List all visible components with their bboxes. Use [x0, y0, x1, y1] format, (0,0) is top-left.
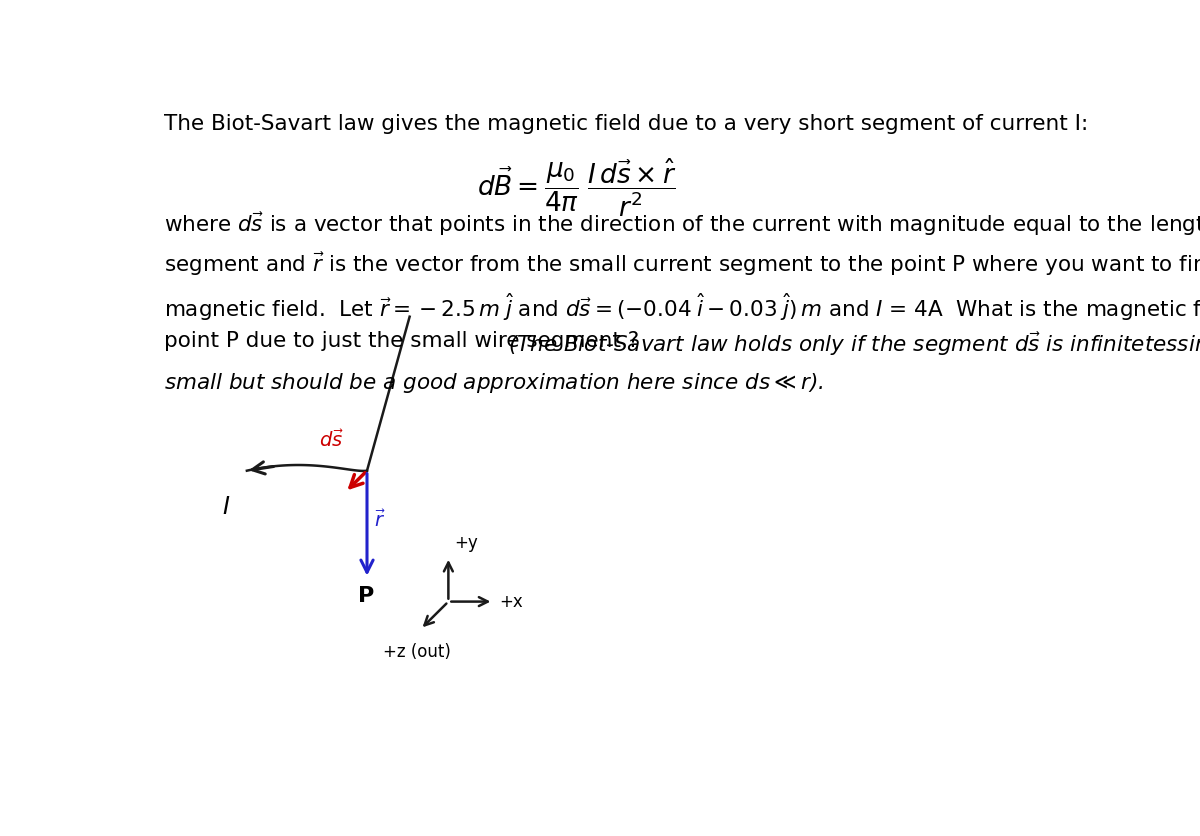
Text: segment and $\vec{r}$ is the vector from the small current segment to the point : segment and $\vec{r}$ is the vector from… — [164, 252, 1200, 278]
Text: $\vec{r}$: $\vec{r}$ — [374, 510, 385, 532]
Text: The Biot-Savart law gives the magnetic field due to a very short segment of curr: The Biot-Savart law gives the magnetic f… — [164, 115, 1088, 135]
Text: small but should be a good approximation here since $ds \ll r$).: small but should be a good approximation… — [164, 371, 823, 395]
Text: $d\vec{s}$: $d\vec{s}$ — [319, 430, 343, 451]
Text: $\mathbf{P}$: $\mathbf{P}$ — [356, 586, 374, 606]
Text: (The Biot-Savart law holds only if the segment $d\vec{s}$ is infinitetessimally: (The Biot-Savart law holds only if the s… — [508, 331, 1200, 359]
Text: +y: +y — [454, 533, 478, 552]
Text: $d\vec{B} = \dfrac{\mu_0}{4\pi}\;\dfrac{I\,d\vec{s}\times\hat{r}}{r^2}$: $d\vec{B} = \dfrac{\mu_0}{4\pi}\;\dfrac{… — [476, 157, 676, 219]
Text: +x: +x — [499, 593, 523, 610]
Text: point P due to just the small wire segment ?: point P due to just the small wire segme… — [164, 331, 653, 351]
Text: where $d\vec{s}$ is a vector that points in the direction of the current with ma: where $d\vec{s}$ is a vector that points… — [164, 212, 1200, 238]
Text: +z (out): +z (out) — [383, 643, 450, 661]
Text: magnetic field.  Let $\vec{r} = -2.5\,m\;\hat{j}$ and $d\vec{s} = (-0.04\;\hat{i: magnetic field. Let $\vec{r} = -2.5\,m\;… — [164, 291, 1200, 323]
Text: $I$: $I$ — [222, 495, 230, 519]
